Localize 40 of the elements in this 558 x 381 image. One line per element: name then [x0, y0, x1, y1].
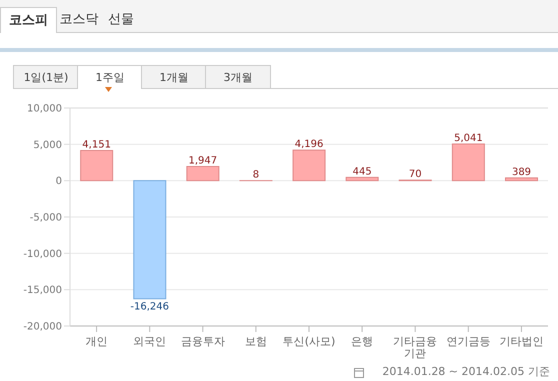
bar: [452, 144, 485, 182]
data-label: -16,246: [130, 302, 170, 313]
y-tick-label: 10,000: [27, 104, 62, 115]
bar: [505, 177, 538, 182]
data-label: 445: [352, 166, 372, 178]
y-tick-label: -20,000: [23, 322, 62, 333]
text: 1일(1분): [13, 65, 79, 89]
x-tick-label: 기타금융기관: [393, 335, 438, 360]
text: 코스닥: [58, 11, 100, 29]
y-tick-label: -15,000: [23, 285, 62, 296]
x-tick-label: 투신(사모): [282, 335, 336, 348]
data-label: 70: [408, 169, 422, 180]
data-label: 4,151: [82, 140, 111, 151]
text: 2014.01.28 ~ 2014.02.05 기준: [382, 364, 550, 379]
x-tick-label: 외국인: [133, 335, 166, 348]
bar: [186, 166, 220, 182]
bar: [292, 150, 326, 182]
data-label: 1,947: [188, 156, 218, 167]
y-tick-label: -10,000: [23, 248, 62, 260]
data-label: 5,041: [454, 133, 483, 144]
text: 1개월: [141, 65, 207, 89]
bar: [80, 150, 114, 182]
x-tick-label: 개인: [86, 335, 108, 348]
x-tick-label: 보험: [244, 335, 267, 348]
x-tick-label: 금융투자: [180, 335, 225, 348]
x-tick-label: 은행: [351, 335, 374, 348]
data-label: 8: [252, 170, 260, 181]
text: 선물: [107, 11, 135, 29]
x-tick-label: 기타법인: [499, 335, 544, 348]
y-tick-label: 5,000: [33, 140, 62, 151]
text: 코스피: [0, 7, 57, 33]
y-tick-label: 0: [56, 176, 62, 188]
bar: [133, 180, 166, 300]
x-tick-label: 연기금등: [446, 335, 490, 348]
data-label: 389: [512, 166, 532, 178]
text: 3개월: [205, 65, 271, 89]
text: 1주일: [77, 65, 143, 89]
bar: [346, 176, 379, 182]
data-label: 4,196: [294, 139, 324, 150]
y-tick-label: -5,000: [30, 212, 62, 224]
